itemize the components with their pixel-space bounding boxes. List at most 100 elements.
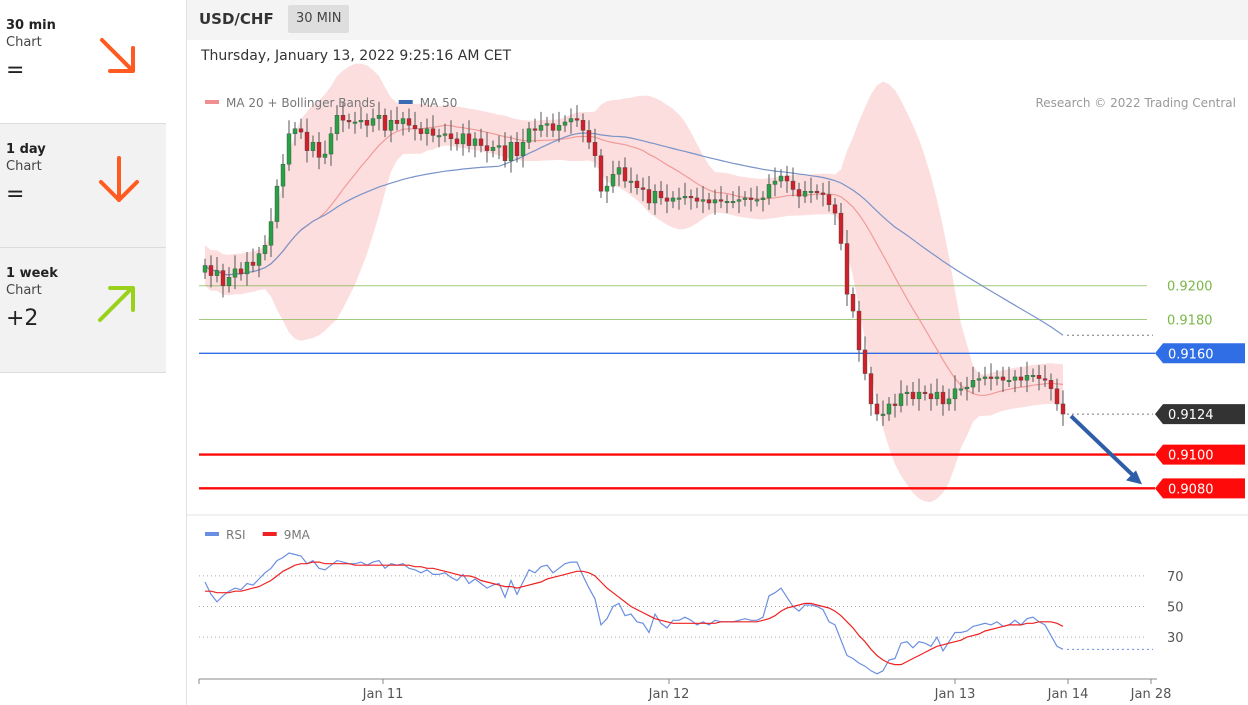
candle-body [946, 398, 952, 405]
candle-body [586, 130, 592, 143]
level-tag-label: 0.9100 [1168, 449, 1214, 464]
candle-body [346, 120, 352, 123]
legend-label: MA 50 [420, 96, 458, 110]
candle-body [664, 197, 670, 202]
timeframe-1day[interactable]: 1 day Chart = [0, 124, 166, 248]
timeframe-1week[interactable]: 1 week Chart +2 [0, 248, 166, 373]
candle-body [892, 403, 898, 406]
candle-body [550, 123, 556, 131]
rsi-9ma-line [205, 561, 1064, 666]
candle-body [940, 391, 946, 405]
candle-body [250, 261, 256, 266]
candle-body [568, 118, 574, 123]
candle-body [808, 190, 814, 193]
chart-credit: Research © 2022 Trading Central [1035, 96, 1236, 110]
candle-body [358, 120, 364, 123]
candle-body [1030, 375, 1036, 377]
candle-body [682, 196, 688, 199]
candle-body [598, 155, 604, 192]
candle-body [628, 180, 634, 183]
candle-body [412, 125, 418, 129]
arrow-down-right-icon [100, 38, 135, 73]
candle-body [328, 133, 334, 155]
candle-body [700, 199, 706, 202]
period-button[interactable]: 30 MIN [288, 5, 350, 33]
candle-body [562, 121, 568, 126]
candle-body [394, 120, 400, 124]
candle-body [934, 391, 940, 400]
x-tick-label: Jan 28 [1130, 687, 1172, 702]
level-tag-label: 0.9124 [1168, 408, 1214, 423]
level-tag-label: 0.9080 [1168, 482, 1214, 497]
candle-body [376, 114, 382, 119]
candle-body [400, 118, 406, 124]
rsi-line [204, 552, 1064, 675]
timeframe-name: 30 min [6, 18, 56, 33]
candle-body [460, 133, 466, 145]
timeframe-panel: 30 min Chart = 1 day Chart = 1 week Char… [0, 0, 166, 373]
candle-body [454, 138, 460, 145]
candle-body [970, 380, 976, 388]
candle-body [220, 270, 226, 286]
candle-body [634, 180, 640, 189]
level-tag-bg [1155, 343, 1245, 364]
rsi-tick-label: 50 [1167, 601, 1184, 616]
candle-body [982, 376, 988, 379]
candle-body [574, 118, 580, 121]
x-tick-label: Jan 12 [648, 687, 690, 702]
legend-swatch [205, 100, 219, 104]
level-tag: 0.9160 [1155, 343, 1245, 364]
candle-body [658, 190, 664, 199]
chart-header: USD/CHF 30 MIN [187, 0, 1248, 40]
timeframe-30min[interactable]: 30 min Chart = [0, 0, 166, 124]
candle-body [208, 265, 214, 276]
candle-body [736, 199, 742, 202]
candle-body [526, 128, 532, 143]
candle-body [382, 114, 388, 131]
candle-body [904, 391, 910, 395]
candle-body [874, 403, 880, 415]
candle-body [646, 189, 652, 204]
candle-body [856, 310, 862, 351]
candle-body [820, 192, 826, 195]
candle-body [436, 135, 442, 138]
candle-body [418, 128, 424, 134]
candle-body [844, 243, 850, 295]
candle-body [538, 125, 544, 131]
candle-body [640, 187, 646, 190]
timeframe-name: 1 week [6, 266, 58, 281]
timeframe-sub: Chart [6, 283, 42, 298]
rsi-legend-label: RSI [226, 528, 246, 542]
arrow-up-right-icon [98, 286, 135, 322]
candle-body [724, 201, 730, 204]
candle-body [814, 190, 820, 194]
candle-body [496, 145, 502, 148]
currency-pair: USD/CHF [199, 10, 274, 28]
level-tag: 0.9100 [1155, 444, 1245, 465]
candle-body [1000, 376, 1006, 381]
candle-body [670, 197, 676, 202]
candle-body [712, 199, 718, 204]
candle-body [604, 185, 610, 192]
candle-body [694, 197, 700, 202]
timeframe-sub: Chart [6, 35, 42, 50]
candle-body [922, 391, 928, 395]
candle-body [442, 133, 448, 136]
candle-body [1060, 403, 1066, 415]
candle-body [514, 142, 520, 156]
candle-body [826, 194, 832, 205]
candle-body [556, 125, 562, 131]
candle-body [706, 199, 712, 204]
candle-body [832, 204, 838, 214]
price-chart[interactable]: 0.9200 0.9180 0.9160 0.9124 0.9100 0.9080 MA … [187, 0, 1248, 705]
candle-body [766, 184, 772, 199]
candle-body [742, 197, 748, 200]
rsi-tick-label: 30 [1167, 631, 1184, 646]
legend-swatch [398, 100, 413, 104]
candle-body [688, 196, 694, 199]
candle-body [424, 128, 430, 134]
candle-body [622, 167, 628, 182]
candle-body [532, 128, 538, 131]
candle-body [316, 142, 322, 158]
candle-body [466, 133, 472, 146]
